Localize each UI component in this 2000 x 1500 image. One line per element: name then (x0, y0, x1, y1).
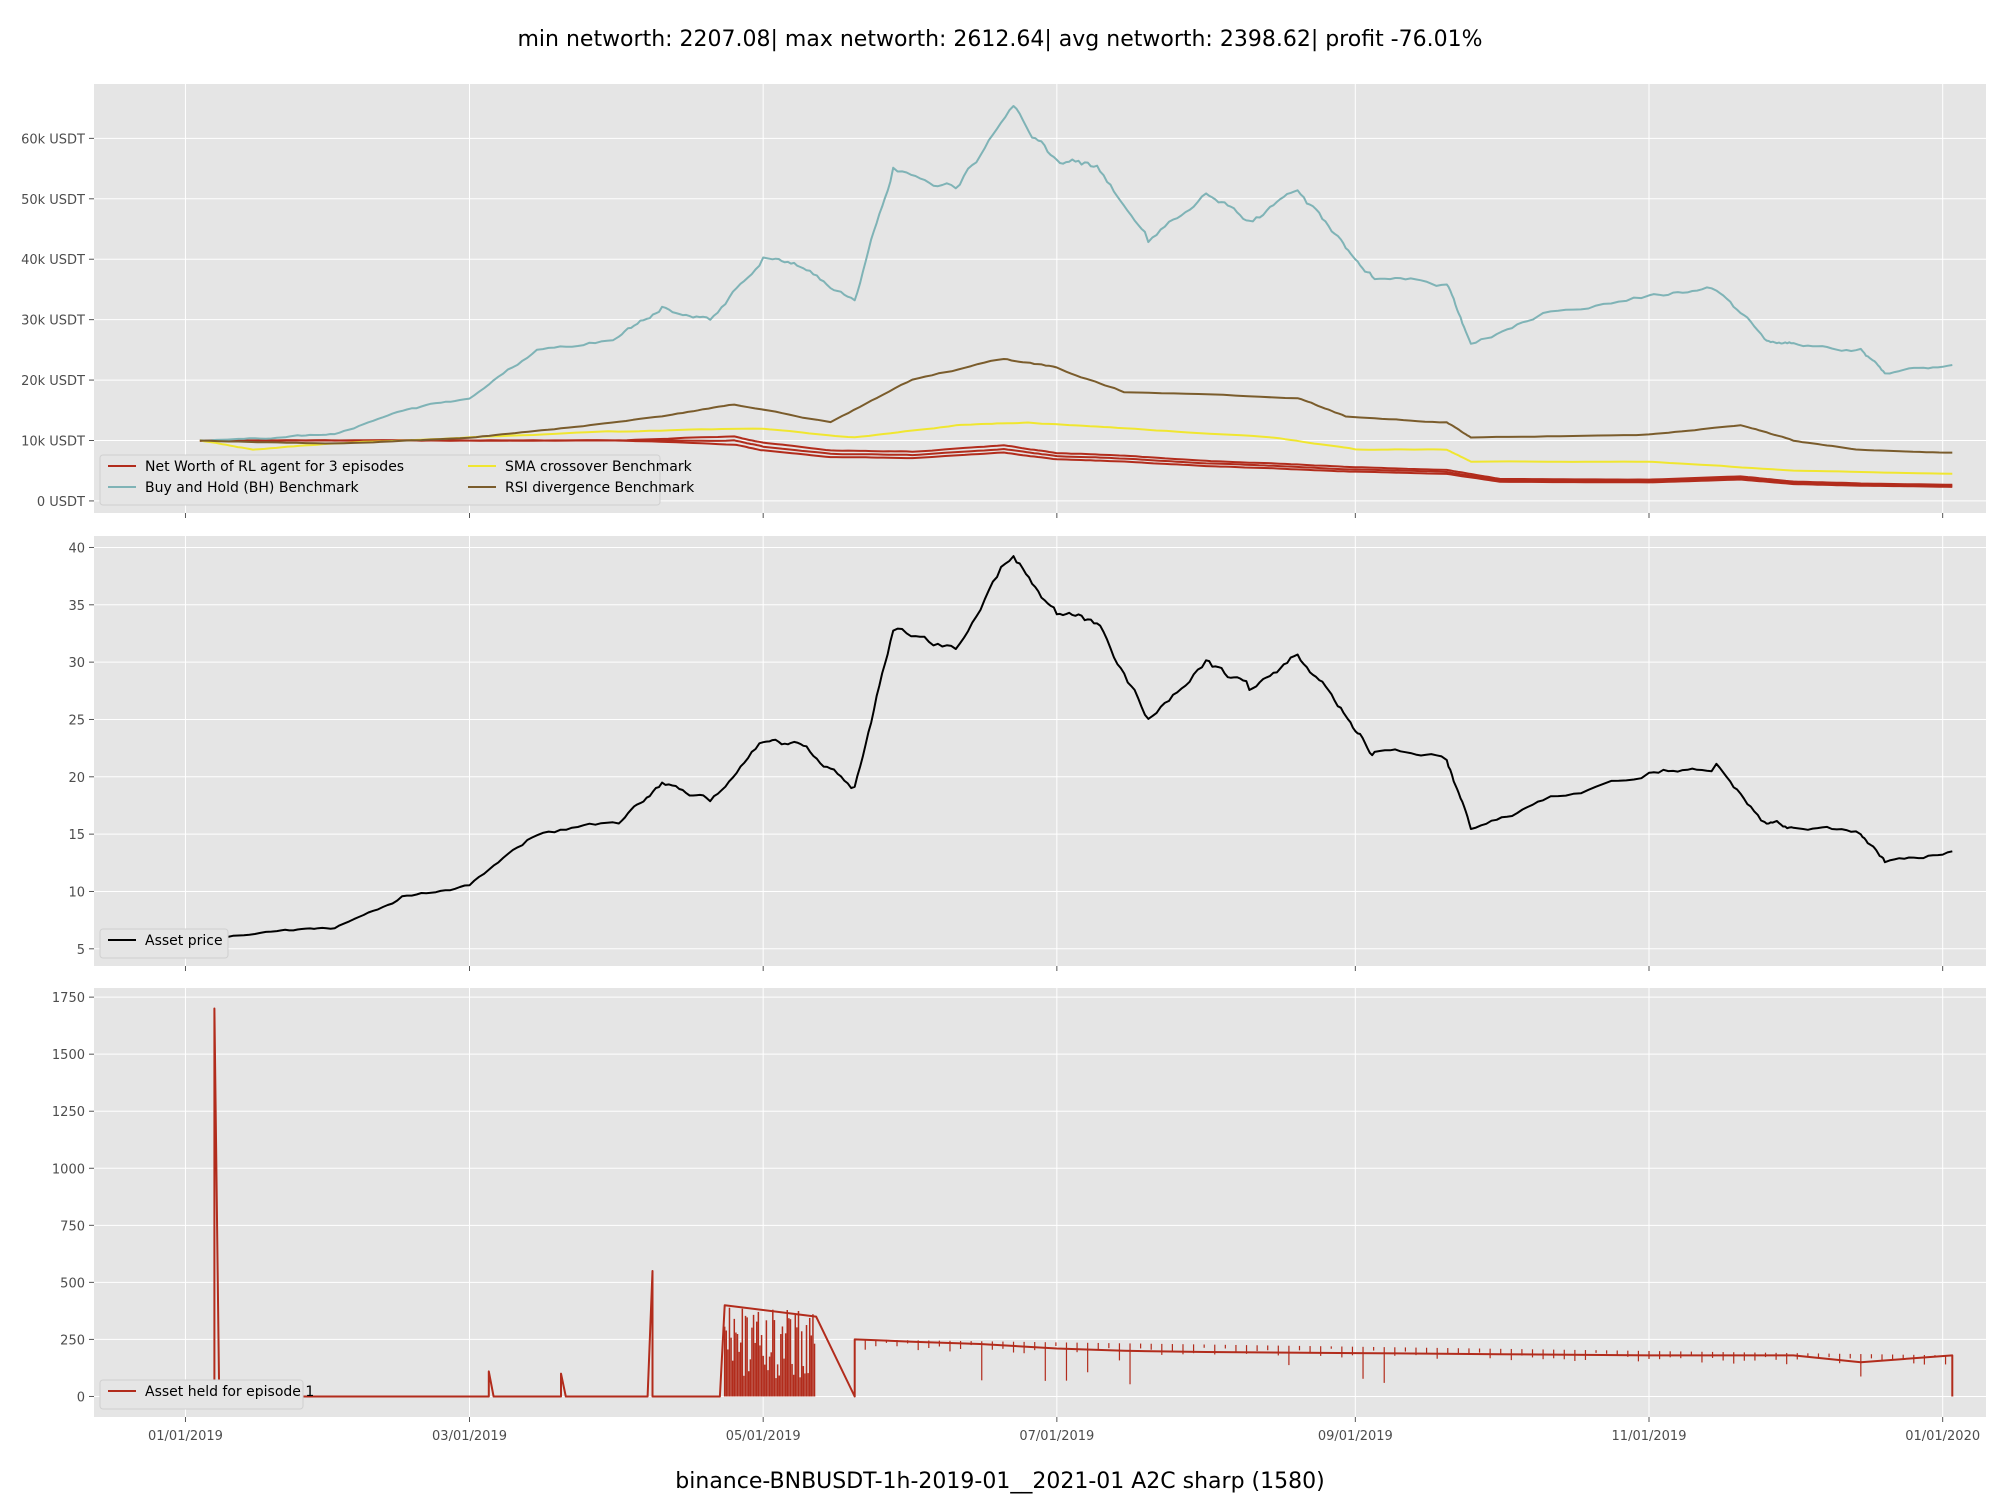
series-line-net-worth-episode-2 (199, 439, 1953, 488)
series-group-asset_price (199, 555, 1953, 941)
x-tick-label: 05/01/2019 (726, 1429, 801, 1444)
legend-asset_price: Asset price (99, 928, 229, 959)
y-tick-label: 40 (68, 541, 85, 556)
y-tick-label: 750 (60, 1219, 85, 1234)
x-tick-label: 07/01/2019 (1019, 1429, 1094, 1444)
y-tick-label: 1000 (52, 1162, 85, 1177)
legend-networth: Net Worth of RL agent for 3 episodes Buy … (99, 454, 695, 506)
chart-title: min networth: 2207.08| max networth: 261… (517, 27, 1482, 52)
panel-asset_held: 0 250 500 750 1000 1250 1500 1750 01/01/2019 03/0… (52, 988, 1986, 1444)
y-tick-label: 1250 (52, 1105, 85, 1120)
y-tick-label: 35 (68, 599, 85, 614)
x-tick-label: 01/01/2020 (1905, 1429, 1980, 1444)
panel-asset_price: 5 10 15 20 25 30 35 40 Asset price (68, 536, 1986, 971)
series-line-asset_held (199, 1007, 1954, 1398)
plot-area-asset_held (94, 988, 1986, 1417)
y-tick-label: 30k USDT (21, 314, 85, 329)
y-tick-label: 1750 (52, 991, 85, 1006)
legend-label: Asset price (145, 933, 223, 949)
y-tick-label: 10k USDT (21, 434, 85, 449)
legend-label: SMA crossover Benchmark (505, 459, 693, 475)
y-tick-label: 20k USDT (21, 374, 85, 389)
series-line-rsi (199, 358, 1953, 454)
panel-networth: 0 USDT 10k USDT 20k USDT 30k USDT 40k USDT 50… (21, 84, 1986, 518)
plot-area-networth (94, 84, 1986, 513)
y-tick-label: 500 (60, 1276, 85, 1291)
x-tick-label: 11/01/2019 (1612, 1429, 1687, 1444)
y-tick-label: 60k USDT (21, 132, 85, 147)
y-tick-label: 25 (68, 713, 85, 728)
y-tick-label: 5 (77, 943, 85, 958)
legend-box (99, 1379, 304, 1410)
x-tick-label: 09/01/2019 (1318, 1429, 1393, 1444)
y-tick-label: 1500 (52, 1048, 85, 1063)
legend-asset_held: Asset held for episode 1 (99, 1379, 314, 1410)
legend-box (99, 928, 229, 959)
chart-footer-label: binance-BNBUSDT-1h-2019-01__2021-01 A2C … (675, 1469, 1324, 1494)
x-tick-label: 01/01/2019 (148, 1429, 223, 1444)
legend-label: Net Worth of RL agent for 3 episodes (145, 459, 404, 475)
plot-area-asset_price (94, 536, 1986, 966)
series-group-asset_held (199, 1007, 1954, 1398)
legend-label: RSI divergence Benchmark (505, 480, 695, 496)
y-tick-label: 30 (68, 656, 85, 671)
series-line-net-worth-episode-3 (199, 435, 1953, 486)
series-group-networth (199, 105, 1953, 488)
y-tick-label: 20 (68, 771, 85, 786)
y-tick-label: 15 (68, 828, 85, 843)
y-tick-label: 40k USDT (21, 253, 85, 268)
legend-box (99, 454, 661, 506)
legend-label: Buy and Hold (BH) Benchmark (145, 480, 359, 496)
y-tick-label: 0 USDT (37, 495, 85, 510)
y-tick-label: 0 (77, 1390, 85, 1405)
y-tick-label: 10 (68, 885, 85, 900)
series-line-asset_price (199, 555, 1953, 941)
y-tick-label: 250 (60, 1333, 85, 1348)
legend-label: Asset held for episode 1 (145, 1384, 314, 1400)
series-line-buy_hold (199, 105, 1953, 442)
x-tick-label: 03/01/2019 (432, 1429, 507, 1444)
y-tick-label: 50k USDT (21, 193, 85, 208)
